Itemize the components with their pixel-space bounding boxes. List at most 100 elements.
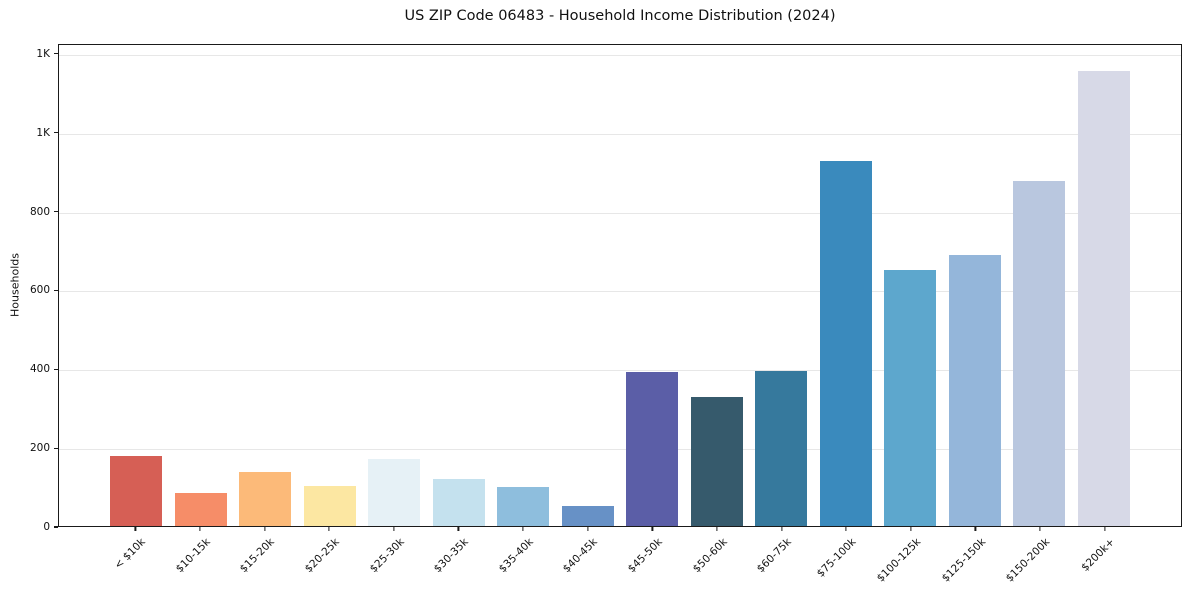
x-tick-slot: $75-100k bbox=[814, 527, 879, 589]
bar-slot bbox=[1007, 45, 1072, 526]
gridline bbox=[59, 212, 1181, 214]
gridline bbox=[59, 291, 1181, 293]
x-tick-mark bbox=[393, 527, 395, 531]
x-tick-mark bbox=[199, 527, 201, 531]
y-tick-mark bbox=[54, 447, 58, 449]
bar-slot bbox=[169, 45, 234, 526]
y-tick-label: 1K bbox=[36, 47, 50, 60]
x-tick-label: $15-20k bbox=[237, 536, 278, 576]
x-tick-label: $100-125k bbox=[874, 536, 924, 585]
x-tick-slot: $50-60k bbox=[685, 527, 750, 589]
bar-20-25k bbox=[303, 485, 356, 526]
x-tick-slot: $40-45k bbox=[555, 527, 620, 589]
x-tick-mark bbox=[263, 527, 266, 531]
y-tick-label: 0 bbox=[43, 521, 50, 533]
bar-slot bbox=[104, 45, 169, 526]
bar-slot bbox=[556, 45, 621, 526]
x-tick-label: $45-50k bbox=[625, 536, 665, 576]
bar-slot bbox=[427, 45, 492, 526]
gridline bbox=[59, 449, 1181, 451]
plot-area bbox=[58, 44, 1182, 527]
x-tick-label: < $10k bbox=[112, 536, 148, 572]
chart-title: US ZIP Code 06483 - Household Income Dis… bbox=[404, 8, 836, 24]
bar-35-40k bbox=[497, 486, 550, 526]
x-tick-slot: $35-40k bbox=[491, 527, 556, 589]
x-tick-mark bbox=[522, 527, 524, 531]
y-tick-label: 600 bbox=[29, 284, 50, 297]
x-tick-label: $75-100k bbox=[814, 536, 859, 580]
x-tick-slot: $20-25k bbox=[297, 527, 362, 589]
y-tick-mark bbox=[54, 526, 58, 528]
x-tick-mark bbox=[587, 527, 589, 531]
x-tick-label: $150-200k bbox=[1004, 536, 1053, 585]
x-tick-slot: $125-150k bbox=[939, 527, 1008, 589]
y-tick-mark bbox=[54, 132, 58, 134]
x-tick-slot: $10-15k bbox=[168, 527, 233, 589]
x-tick-slot: $200k+ bbox=[1072, 527, 1137, 589]
x-tick-mark bbox=[328, 527, 330, 531]
x-tick-mark bbox=[845, 527, 847, 531]
x-tick-mark bbox=[974, 527, 977, 531]
bar-10-15k bbox=[174, 492, 227, 526]
bar-15-20k bbox=[239, 472, 292, 526]
x-tick-mark bbox=[1104, 527, 1106, 531]
x-axis: < $10k $10-15k $15-20k $20-25k $25-30k $30-35… bbox=[58, 527, 1182, 589]
y-tick-mark bbox=[54, 368, 58, 370]
x-tick-label: $125-150k bbox=[939, 536, 988, 585]
y-tick-label: 800 bbox=[29, 205, 50, 218]
x-tick-slot: $150-200k bbox=[1004, 527, 1073, 589]
bar-150-200k bbox=[1013, 181, 1066, 526]
y-tick-label: 200 bbox=[29, 442, 50, 455]
y-tick-mark bbox=[54, 210, 58, 213]
x-tick-slot: $60-75k bbox=[749, 527, 814, 589]
bar-45-50k bbox=[626, 371, 679, 526]
x-tick-label: $30-35k bbox=[431, 536, 471, 576]
x-tick-mark bbox=[134, 527, 136, 531]
gridline bbox=[59, 370, 1181, 372]
y-tick-mark bbox=[54, 289, 58, 292]
bar-125-150k bbox=[948, 255, 1001, 526]
bar-slot bbox=[1072, 45, 1137, 526]
gridline bbox=[59, 54, 1181, 56]
bar-30-35k bbox=[432, 479, 485, 526]
x-tick-slot: $15-20k bbox=[232, 527, 297, 589]
bar-200k bbox=[1077, 70, 1130, 526]
bar-40-45k bbox=[561, 505, 614, 526]
x-tick-label: $20-25k bbox=[302, 536, 342, 576]
x-tick-label: $25-30k bbox=[367, 536, 407, 576]
x-tick-label: $60-75k bbox=[754, 536, 795, 576]
y-tick-label: 400 bbox=[29, 363, 50, 376]
bar-75-100k bbox=[819, 160, 872, 526]
x-tick-label: $35-40k bbox=[496, 536, 536, 576]
x-tick-slot: $45-50k bbox=[620, 527, 685, 589]
bar-slot bbox=[298, 45, 363, 526]
bar-slot bbox=[814, 45, 879, 526]
x-tick-slot: $25-30k bbox=[362, 527, 427, 589]
x-tick-mark bbox=[780, 527, 783, 531]
y-tick-label: 1K bbox=[36, 126, 50, 139]
bar-50-60k bbox=[690, 396, 743, 526]
x-tick-mark bbox=[716, 527, 718, 531]
bar-slot bbox=[491, 45, 556, 526]
x-tick-label: $50-60k bbox=[690, 536, 730, 576]
bar-slot bbox=[620, 45, 685, 526]
bar-slot bbox=[943, 45, 1008, 526]
bar-slot bbox=[878, 45, 943, 526]
y-tick-mark bbox=[54, 53, 58, 55]
x-tick-mark bbox=[910, 527, 912, 531]
x-tick-mark bbox=[651, 527, 653, 531]
bar-25-30k bbox=[368, 459, 421, 526]
bar-slot bbox=[749, 45, 814, 526]
x-tick-slot: $30-35k bbox=[426, 527, 491, 589]
x-tick-slot: < $10k bbox=[103, 527, 168, 589]
bar-60-75k bbox=[755, 370, 808, 526]
x-tick-mark bbox=[457, 527, 460, 531]
bars-container bbox=[59, 45, 1181, 526]
gridline bbox=[59, 133, 1181, 135]
x-tick-slot: $100-125k bbox=[875, 527, 944, 589]
bar-slot bbox=[685, 45, 750, 526]
x-tick-mark bbox=[1039, 527, 1041, 531]
x-tick-label: $10-15k bbox=[173, 536, 213, 576]
bar-100-125k bbox=[884, 270, 937, 526]
